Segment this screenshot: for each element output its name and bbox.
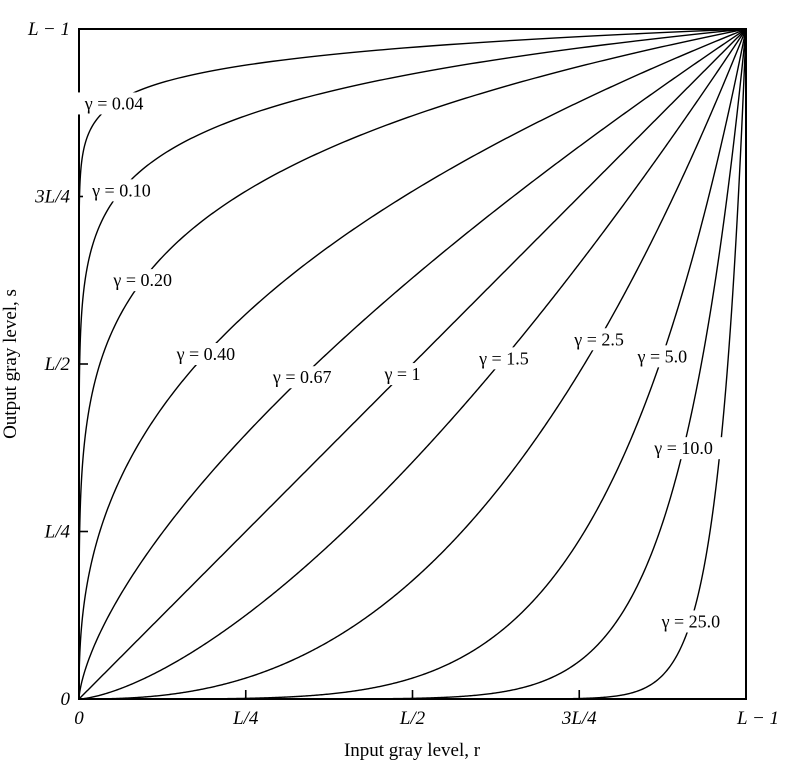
- y-tick-label: 0: [61, 689, 71, 710]
- curve-label-bg: [167, 343, 245, 366]
- x-tick-label: 3L/4: [561, 708, 597, 729]
- curve-label: γ = 0.04: [84, 93, 144, 113]
- curve-labels-group: γ = 0.04 γ = 0.10 γ = 0.20 γ = 0.40 γ = 0.67…: [75, 92, 730, 633]
- curve-label: γ = 25.0: [661, 611, 721, 631]
- curve-gamma-1-5: [78, 28, 747, 700]
- y-tick-label: L − 1: [27, 19, 70, 40]
- curve-label-bg: [104, 269, 182, 292]
- y-tick-label: L/4: [44, 522, 71, 543]
- x-tick-label: L − 1: [736, 708, 779, 729]
- x-axis-title: Input gray level, r: [344, 740, 481, 761]
- curve-label-bg: [652, 610, 730, 633]
- curve-label: γ = 0.40: [176, 344, 236, 364]
- curve-label-bg: [83, 179, 160, 202]
- curve-label-bg: [75, 92, 153, 115]
- x-tick-label: 0: [74, 708, 84, 729]
- y-axis-title: Output gray level, s: [0, 289, 21, 439]
- curve-label: γ = 0.20: [112, 270, 172, 290]
- curve-label-bg: [376, 363, 428, 386]
- curve-label-bg: [263, 366, 341, 389]
- y-tick-label: 3L/4: [34, 187, 70, 208]
- curve-gamma-2-5: [79, 28, 747, 700]
- curve-label-bg: [564, 328, 634, 351]
- curve-label: γ = 1: [383, 364, 420, 384]
- x-tick-label: L/2: [399, 708, 426, 729]
- curve-label-bg: [628, 345, 697, 368]
- curve-label: γ = 5.0: [636, 346, 687, 366]
- ticks-group: 00 L/4 L/4 L/2 L/2 3L/4 3L/4 L − 1 L − 1: [27, 19, 779, 729]
- curve-label-bg: [469, 347, 539, 370]
- curve-gamma-0-67: [78, 28, 747, 700]
- x-tick-label: L/4: [232, 708, 259, 729]
- curve-label: γ = 0.10: [91, 180, 151, 200]
- curve-label: γ = 1.5: [478, 348, 529, 368]
- curve-label: γ = 2.5: [573, 329, 624, 349]
- y-tick-label: L/2: [44, 354, 71, 375]
- curve-label: γ = 10.0: [653, 438, 713, 458]
- curve-label: γ = 0.67: [272, 367, 332, 387]
- curve-label-bg: [645, 437, 722, 460]
